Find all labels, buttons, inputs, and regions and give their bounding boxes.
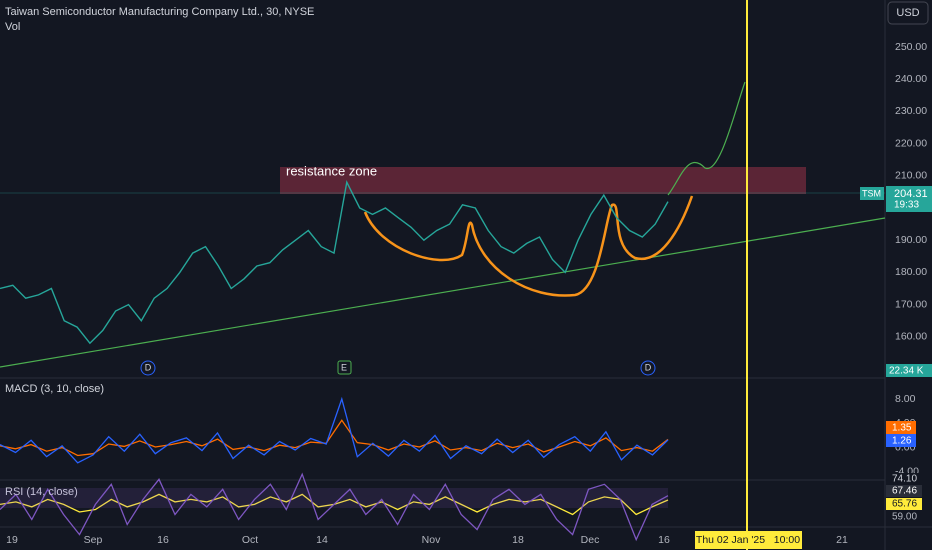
countdown: 19:33 — [894, 200, 919, 211]
macd-value: 1.26 — [892, 436, 912, 447]
resistance-zone — [280, 167, 806, 194]
rsi-band — [0, 488, 668, 508]
symbol-badge — [860, 187, 884, 200]
time-tick-label: 19 — [6, 534, 18, 546]
cursor-time: Thu 02 Jan '25 10:00 — [696, 534, 800, 546]
volume-value: 22.34 K — [889, 366, 924, 377]
event-label[interactable]: D — [645, 362, 652, 372]
trend-line — [0, 217, 886, 368]
time-tick-label: 16 — [157, 534, 169, 546]
time-tick-label: Nov — [422, 534, 441, 546]
projection — [667, 81, 746, 196]
cup-handle — [363, 195, 694, 297]
symbol-badge-text: TSM — [862, 188, 881, 198]
event-icon[interactable] — [337, 360, 352, 375]
price-tick-label: 230.00 — [895, 105, 927, 117]
price-tick-label: 210.00 — [895, 170, 927, 182]
macd-box — [886, 434, 916, 447]
volume-label: Vol — [5, 21, 20, 33]
currency-button[interactable] — [887, 1, 929, 25]
time-tick-label: 14 — [316, 534, 328, 546]
rsi-box — [886, 473, 922, 485]
currency[interactable]: USD — [896, 7, 919, 19]
rsi-tick-label: 74.10 — [892, 474, 917, 485]
time-tick-label: Dec — [581, 534, 600, 546]
cursor-time-box — [695, 531, 802, 549]
rsi-tick-label: 59.00 — [892, 512, 917, 523]
signal-box — [886, 421, 916, 434]
price-tick-label: 220.00 — [895, 137, 927, 149]
event-label[interactable]: E — [341, 362, 347, 372]
event-label[interactable]: D — [145, 362, 152, 372]
time-tick-label: 16 — [658, 534, 670, 546]
price-tick-label: 170.00 — [895, 298, 927, 310]
price-tick-label: 240.00 — [895, 73, 927, 85]
signal-line — [0, 419, 669, 457]
price-tick-label: 180.00 — [895, 266, 927, 278]
price-tick-label: 190.00 — [895, 234, 927, 246]
time-tick-label: Oct — [242, 534, 258, 546]
rsi-box — [886, 498, 922, 510]
symbol-title: Taiwan Semiconductor Manufacturing Compa… — [5, 6, 314, 18]
time-tick-label: 18 — [512, 534, 524, 546]
event-icon[interactable] — [640, 360, 656, 376]
rsi-line — [0, 472, 669, 542]
macd-line — [0, 396, 669, 464]
time-tick-label: Sep — [84, 534, 103, 546]
last-price-box — [886, 186, 932, 212]
price-tick-label: 250.00 — [895, 41, 927, 53]
rsi-title: RSI (14, close) — [5, 486, 78, 498]
time-tick-label: 21 — [836, 534, 848, 546]
event-icon[interactable] — [140, 360, 156, 376]
zone-label: resistance zone — [286, 163, 377, 178]
price-series — [0, 180, 669, 345]
macd-title: MACD (3, 10, close) — [5, 383, 104, 395]
series-group — [0, 180, 669, 542]
rsi-tick-label: 65.76 — [892, 499, 917, 510]
price-tick-label: 160.00 — [895, 331, 927, 343]
last-price: 204.31 — [894, 188, 928, 200]
macd-tick-label: 8.00 — [895, 393, 916, 405]
signal-value: 1.35 — [892, 423, 912, 434]
rsi-box — [886, 485, 922, 497]
volume-box — [886, 364, 932, 377]
rsi-tick-label: 67.46 — [892, 486, 917, 497]
rsi-box — [886, 511, 922, 523]
